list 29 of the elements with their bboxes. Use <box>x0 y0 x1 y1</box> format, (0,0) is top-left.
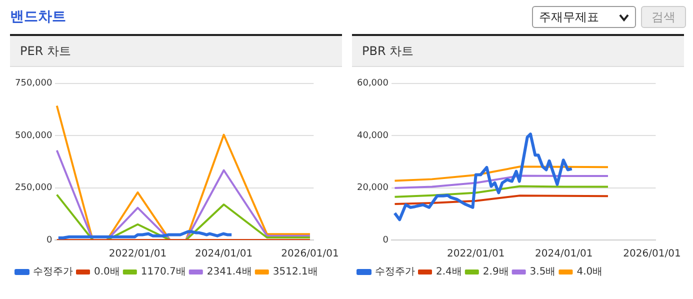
chart-title: PER 차트 <box>10 34 342 67</box>
legend-label: 수정주가 <box>33 266 73 278</box>
legend-label: 2341.4배 <box>206 266 252 278</box>
legend-label: 0.0배 <box>94 266 120 278</box>
dropdown-field: 주재무제표 <box>532 6 636 28</box>
x-tick-label: 2024/01/01 <box>194 248 253 260</box>
chart-title: PBR 차트 <box>352 34 684 67</box>
y-tick-label: 60,000 <box>356 78 389 89</box>
y-tick-label: 0 <box>46 235 52 246</box>
y-tick-label: 40,000 <box>356 130 389 141</box>
legend-label: 4.0배 <box>576 266 603 278</box>
search-button: 검색 <box>641 6 686 28</box>
y-tick-label: 750,000 <box>15 78 52 89</box>
legend-label: 수정주가 <box>375 266 415 278</box>
legend-label: 2.9배 <box>482 266 509 278</box>
legend-label: 2.4배 <box>436 266 462 278</box>
y-tick-label: 250,000 <box>15 183 52 194</box>
x-tick-label: 2022/01/01 <box>108 248 167 260</box>
legend-label: 1170.7배 <box>140 266 186 278</box>
x-tick-label: 2024/01/01 <box>535 248 593 260</box>
x-tick-label: 2026/01/01 <box>623 248 681 260</box>
x-tick-label: 2022/01/01 <box>447 248 505 260</box>
y-tick-label: 500,000 <box>15 130 52 141</box>
legend-label: 3512.1배 <box>272 266 318 278</box>
y-tick-label: 0 <box>382 235 389 246</box>
y-tick-label: 20,000 <box>356 183 389 194</box>
x-tick-label: 2026/01/01 <box>281 248 339 260</box>
text: 밴드차트 <box>10 8 66 26</box>
legend-label: 3.5배 <box>530 266 556 278</box>
